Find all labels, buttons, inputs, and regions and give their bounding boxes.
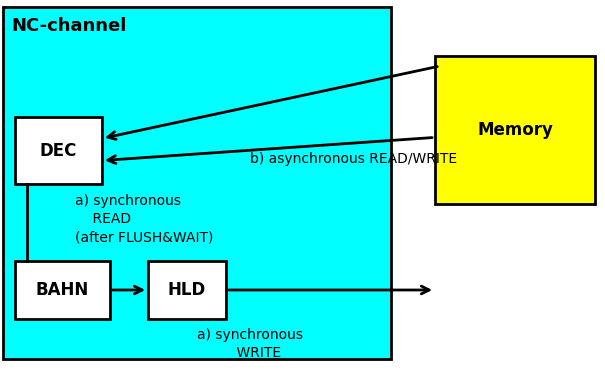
Text: NC-channel: NC-channel	[11, 17, 126, 35]
Text: HLD: HLD	[168, 281, 206, 299]
Text: b) asynchronous READ/WRITE: b) asynchronous READ/WRITE	[250, 152, 457, 166]
Bar	[148, 261, 226, 319]
Text: Memory: Memory	[477, 121, 553, 139]
Bar	[15, 117, 102, 184]
Text: BAHN: BAHN	[36, 281, 89, 299]
Text: DEC: DEC	[40, 141, 77, 160]
Text: a) synchronous
    READ
(after FLUSH&WAIT): a) synchronous READ (after FLUSH&WAIT)	[75, 194, 214, 244]
Bar	[15, 261, 110, 319]
Text: a) synchronous
    WRITE: a) synchronous WRITE	[197, 328, 303, 360]
Bar	[3, 7, 391, 359]
Bar	[435, 56, 595, 204]
